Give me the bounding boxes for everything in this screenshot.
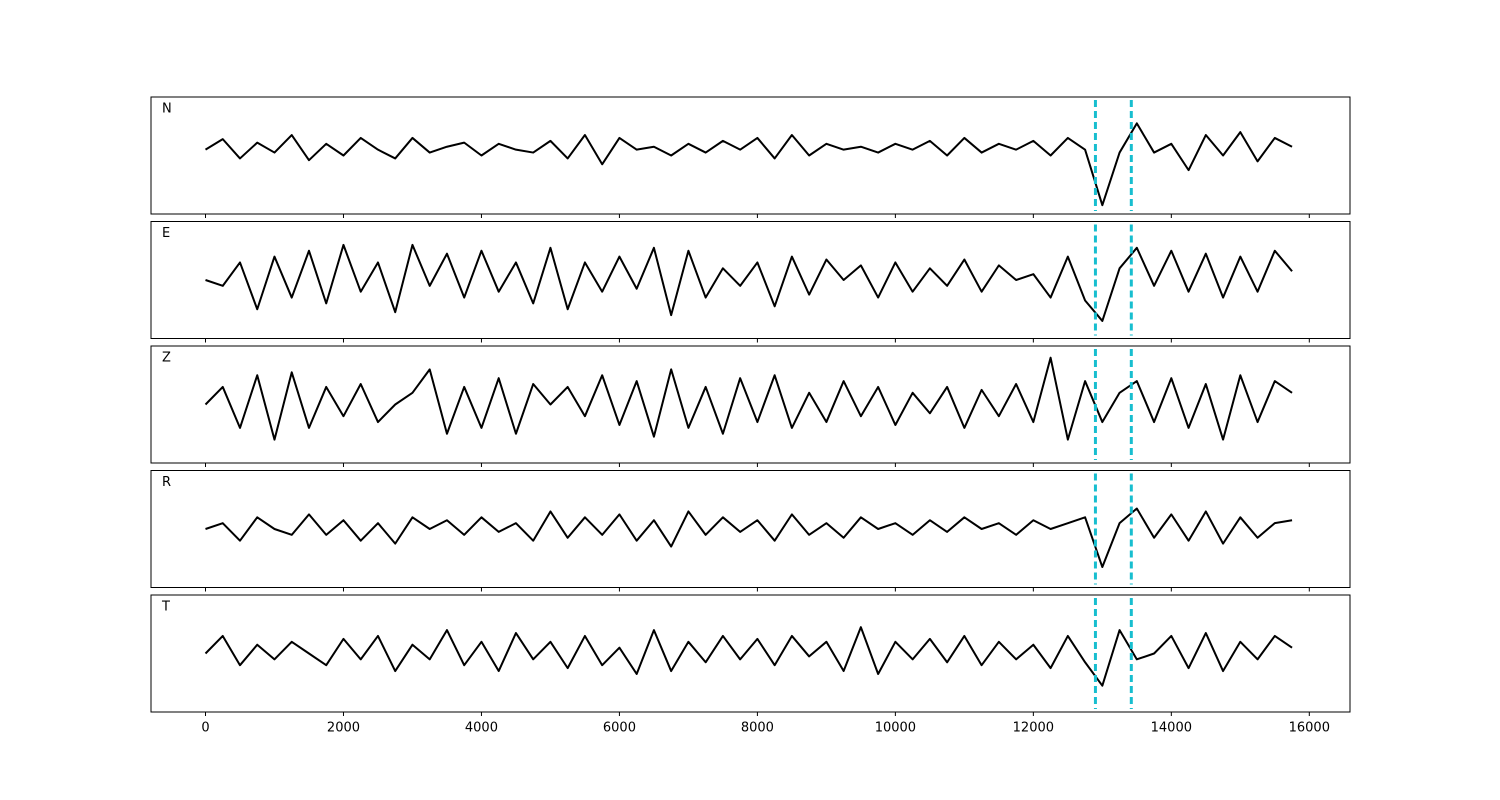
x-tick-label: 10000 [875,721,916,736]
panel-frame [150,221,1351,339]
channel-label: E [162,226,170,241]
x-tick-label: 14000 [1151,721,1192,736]
x-tick-label: 4000 [465,721,498,736]
channel-label: Z [162,351,171,366]
waveform [204,122,1293,207]
x-tick-label: 0 [201,721,209,736]
channel-label: N [162,102,172,117]
x-tick-label: 8000 [741,721,774,736]
waveform [205,243,1293,322]
panel-frame [150,470,1351,588]
panel-frame [150,96,1351,215]
panel-frame [150,594,1351,713]
x-tick-label: 12000 [1013,721,1054,736]
x-tick-label: 6000 [603,721,636,736]
channel-label: R [162,475,171,490]
x-tick-label: 2000 [327,721,360,736]
channel-label: T [161,600,170,615]
waveform [204,626,1293,687]
waveform [205,507,1293,569]
x-tick-label: 16000 [1289,721,1330,736]
waveform [204,356,1293,441]
